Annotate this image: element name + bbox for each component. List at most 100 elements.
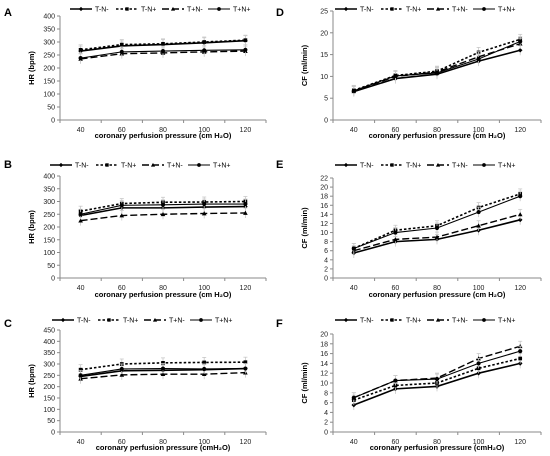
y-tick-label: 6 [324, 400, 328, 407]
y-tick-label: 14 [320, 212, 328, 219]
legend-marker [78, 6, 84, 12]
legend-label: T-N- [360, 7, 374, 14]
y-tick-label: 8 [324, 239, 328, 246]
legend-label: T+N- [452, 318, 468, 325]
y-tick-label: 4 [324, 257, 328, 264]
y-tick-label: 50 [47, 263, 55, 270]
data-point [243, 210, 248, 215]
data-point [78, 373, 83, 378]
data-point [476, 210, 481, 215]
y-tick-label: 250 [43, 53, 55, 60]
x-tick-label: 60 [118, 439, 126, 446]
y-tick-label: 0 [51, 276, 55, 283]
panel-d: D 0 5 10 15 20 25 40 60 80 100 120 coronary perfusio… [276, 6, 542, 140]
x-tick-label: 120 [240, 127, 252, 134]
panel-c: C 0 50 100 150 200 250 300 350 400 450 40 60 80 100 120… [4, 318, 267, 452]
y-tick-label: 2 [324, 266, 328, 273]
y-tick-label: 100 [43, 250, 55, 257]
data-point [476, 56, 481, 62]
panel-letter: B [4, 159, 12, 171]
data-point [243, 366, 248, 371]
series-T+N+ [351, 36, 523, 96]
data-point [78, 47, 83, 52]
data-point [351, 246, 356, 251]
series-T-N+ [351, 33, 523, 96]
y-tick-label: 350 [43, 350, 55, 357]
x-tick-label: 60 [392, 285, 400, 292]
data-point [351, 395, 356, 400]
legend-marker [197, 163, 201, 167]
x-axis-label: coronary perfusion pressure (cm H₂O) [95, 290, 232, 299]
y-tick-label: 5 [324, 96, 328, 103]
legend-marker [217, 7, 221, 11]
legend: T-N- T-N+ T+N- T+N+ [50, 163, 231, 170]
data-point [201, 211, 207, 216]
data-point [517, 212, 523, 217]
legend-label: T+N- [452, 163, 468, 170]
data-point [160, 371, 166, 377]
legend-label: T+N+ [498, 7, 516, 14]
x-tick-label: 80 [159, 439, 167, 446]
y-tick-label: 16 [320, 351, 328, 358]
legend-label: T-N- [75, 163, 89, 170]
data-point [517, 47, 523, 53]
data-point [518, 349, 523, 354]
legend-label: T-N+ [141, 7, 156, 14]
data-point [243, 38, 248, 43]
legend-label: T-N+ [406, 318, 421, 325]
legend-marker [482, 163, 486, 167]
legend-marker [435, 6, 441, 11]
x-axis-label: coronary perfusion pressure (cmH₂O) [96, 443, 231, 452]
data-point [160, 49, 166, 54]
legend-marker [105, 163, 109, 167]
y-axis-label: HR (bpm) [27, 364, 36, 398]
data-point [78, 212, 83, 217]
data-point [119, 366, 124, 372]
y-tick-label: 20 [320, 30, 328, 37]
y-tick-label: 4 [324, 410, 328, 417]
legend-marker [343, 6, 349, 12]
legend-marker [58, 162, 64, 168]
data-point [78, 367, 83, 372]
y-tick-label: 150 [43, 396, 55, 403]
legend-label: T-N+ [123, 318, 138, 325]
data-point [202, 40, 207, 44]
data-point [119, 213, 125, 218]
data-point [202, 366, 207, 372]
x-axis-label: coronary perfusion pressure (cm H₂O) [369, 290, 506, 299]
legend-label: T-N+ [406, 7, 421, 14]
panel-letter: F [276, 318, 283, 330]
y-tick-label: 50 [47, 418, 55, 425]
y-tick-label: 100 [43, 92, 55, 99]
y-tick-label: 200 [43, 384, 55, 391]
legend: T-N- T-N+ T+N- T+N+ [335, 163, 516, 170]
legend-marker [170, 6, 176, 11]
series-T+N+ [78, 44, 248, 64]
y-tick-label: 16 [320, 203, 328, 210]
data-point [119, 49, 124, 54]
x-axis-label: coronary perfusion pressure (cm H₂O) [95, 131, 232, 140]
x-tick-label: 80 [433, 439, 441, 446]
x-tick-label: 60 [392, 439, 400, 446]
y-tick-label: 350 [43, 186, 55, 193]
data-point [202, 360, 207, 365]
legend-label: T-N- [360, 318, 374, 325]
data-point [160, 211, 166, 217]
y-tick-label: 0 [324, 430, 328, 437]
legend-label: T+N- [452, 7, 468, 14]
series-T+N- [351, 340, 523, 403]
y-tick-label: 20 [320, 185, 328, 192]
data-point [393, 237, 398, 242]
data-point [243, 47, 248, 52]
data-point [78, 218, 83, 223]
x-tick-label: 60 [392, 127, 400, 134]
data-point [119, 372, 125, 377]
y-axis-label: HR (bpm) [27, 210, 36, 244]
data-point [518, 194, 523, 199]
y-tick-label: 250 [43, 373, 55, 380]
x-tick-label: 120 [514, 127, 526, 134]
y-tick-label: 22 [320, 176, 328, 183]
data-point [518, 356, 523, 361]
series-T-N+ [78, 34, 248, 55]
